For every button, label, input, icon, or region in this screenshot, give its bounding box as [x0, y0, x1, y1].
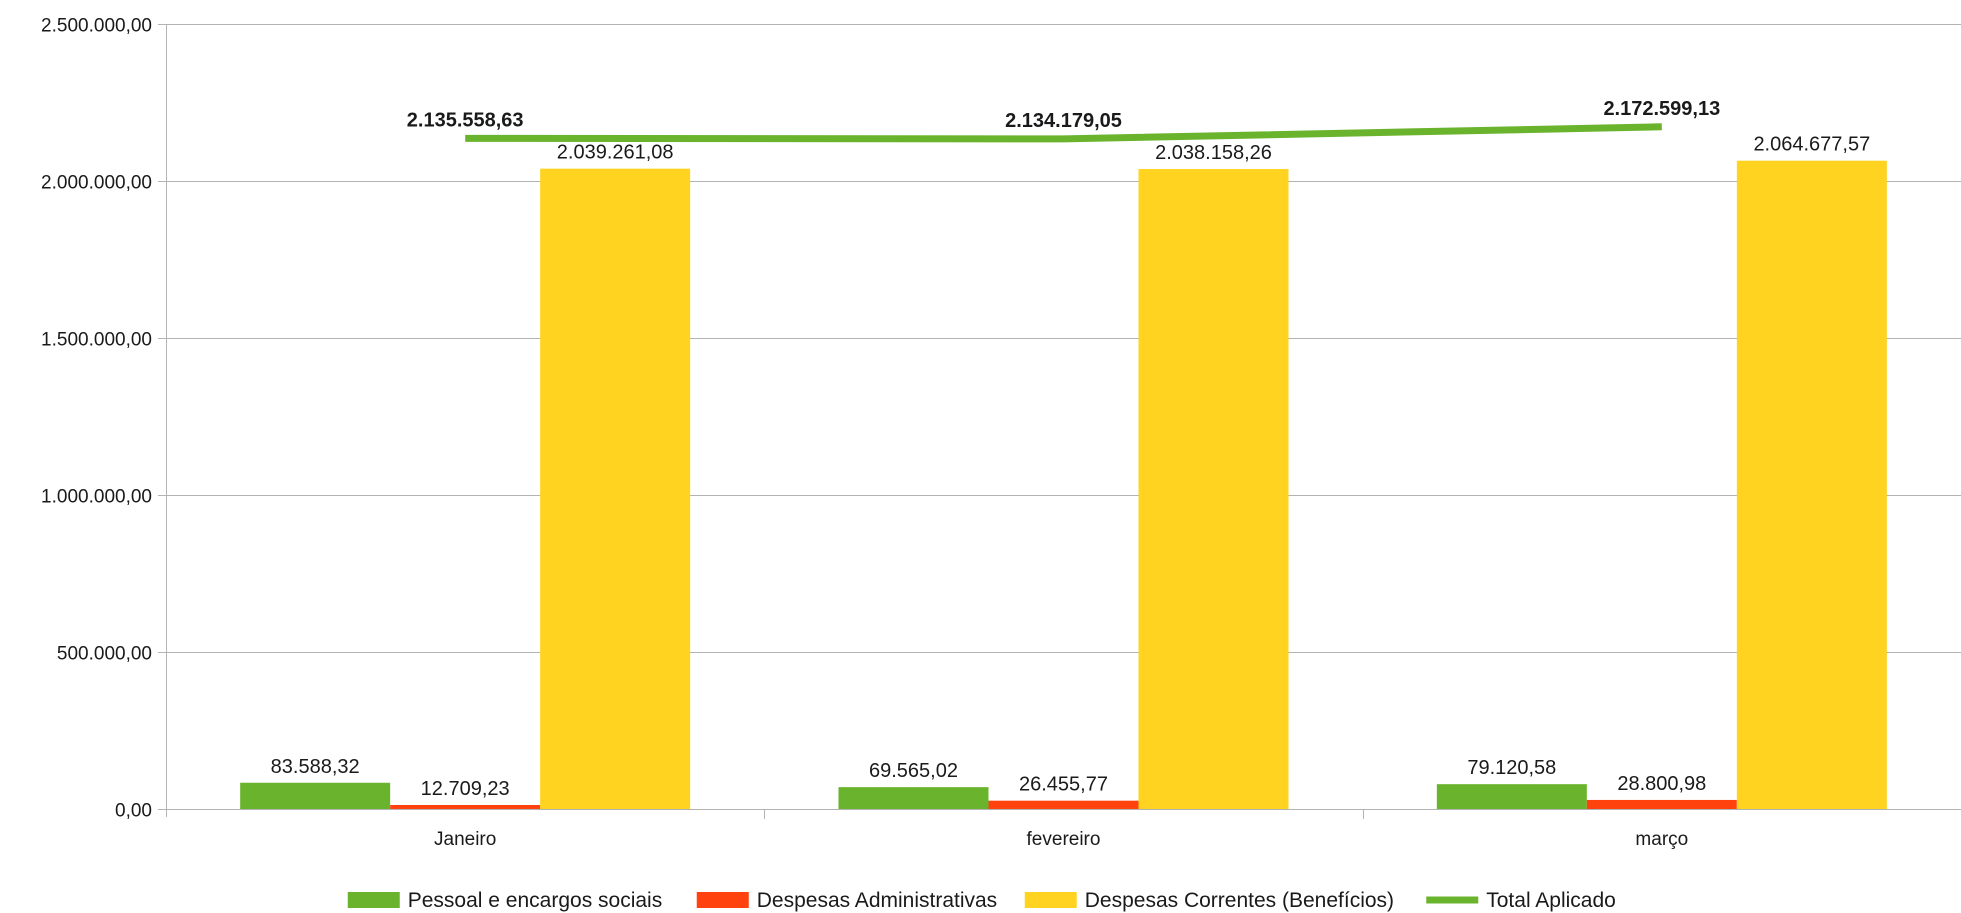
axes: 0,00 500.000,00 1.000.000,00 1.500.000,00 2.…: [41, 16, 1961, 850]
line-data-label: 2.172.599,13: [1603, 98, 1720, 120]
bar-data-label: 2.064.677,57: [1753, 134, 1870, 156]
x-category-label: março: [1635, 829, 1688, 850]
legend-swatch: [1426, 896, 1479, 904]
bar-data-label: 28.800,98: [1617, 773, 1706, 795]
bar-data-label: 2.038.158,26: [1155, 142, 1272, 164]
y-tick-label: 1.500.000,00: [41, 330, 152, 351]
line-data-label: 2.135.558,63: [407, 109, 524, 131]
legend-label: Pessoal e encargos sociais: [408, 889, 662, 912]
x-category-label: fevereiro: [1027, 829, 1101, 850]
total-line-path: [465, 123, 1662, 143]
x-category-label: Janeiro: [434, 829, 496, 850]
legend-label: Despesas Correntes (Benefícios): [1085, 889, 1394, 912]
legend-swatch: [696, 892, 749, 908]
bar-data-label: 26.455,77: [1019, 774, 1108, 796]
bar: [988, 800, 1139, 809]
bar: [1736, 160, 1887, 810]
legend-label: Despesas Administrativas: [757, 889, 997, 912]
y-tick-label: 2.000.000,00: [41, 173, 152, 194]
y-tick-label: 1.000.000,00: [41, 487, 152, 508]
legend: Pessoal e encargos sociais Despesas Admin…: [347, 889, 1616, 912]
y-tick-label: 500.000,00: [57, 644, 152, 665]
bar-data-label: 12.709,23: [421, 778, 510, 800]
bar-data-label: 69.565,02: [869, 760, 958, 782]
line-data-label: 2.134.179,05: [1005, 110, 1122, 132]
y-tick-label: 2.500.000,00: [41, 16, 152, 37]
bars: [240, 160, 1887, 810]
legend-swatch: [347, 892, 400, 908]
bar: [1138, 169, 1289, 809]
bar-data-label: 83.588,32: [271, 756, 360, 778]
bar: [390, 805, 541, 809]
legend-swatch: [1024, 892, 1077, 908]
bar: [1436, 784, 1587, 809]
bar-data-label: 2.039.261,08: [557, 142, 674, 164]
bar: [240, 782, 391, 809]
y-tick-label: 0,00: [115, 801, 152, 822]
bar: [540, 168, 691, 810]
bar: [838, 787, 989, 809]
bar: [1586, 799, 1737, 809]
data-labels: 83.588,32 69.565,02 79.120,58 12.709,23 26.4…: [271, 98, 1871, 800]
bar-data-label: 79.120,58: [1467, 757, 1556, 779]
total-line: [465, 123, 1662, 143]
legend-label: Total Aplicado: [1486, 889, 1616, 912]
